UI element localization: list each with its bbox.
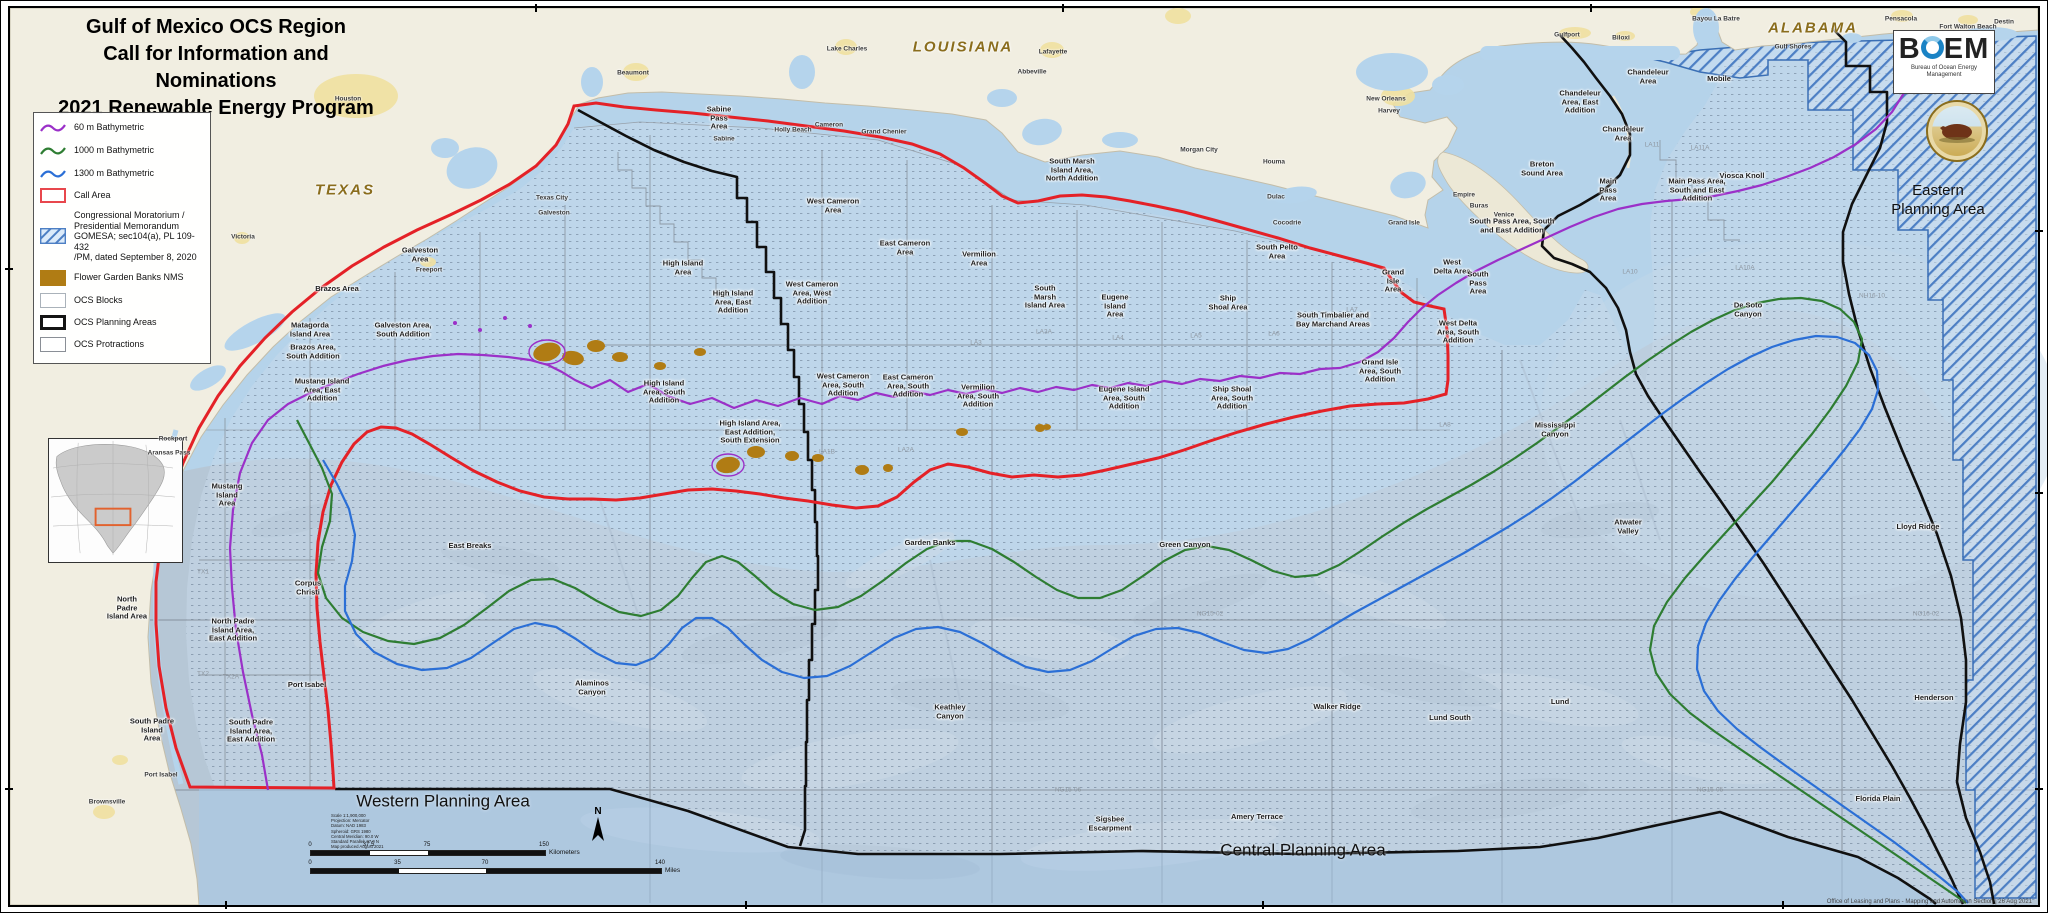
graticule-tick — [1590, 4, 1592, 12]
legend-label: OCS Protractions — [74, 338, 145, 349]
deepwater-plain — [199, 788, 1938, 905]
projection-note: Scale 1:1,900,000 — [331, 813, 366, 818]
bathymetric-1300m — [322, 334, 1969, 904]
scale-unit: Kilometers — [549, 849, 580, 856]
bathymetric-60m-specks — [453, 316, 532, 332]
legend-label: OCS Blocks — [74, 294, 123, 305]
legend-item: OCS Protractions — [40, 336, 204, 352]
legend-swatch-fill-icon — [40, 269, 66, 286]
scale-tick: 70 — [481, 860, 489, 866]
bays — [123, 8, 2018, 527]
title-line-1: Gulf of Mexico OCS Region — [85, 16, 346, 38]
legend-label: OCS Planning Areas — [74, 316, 157, 327]
legend-label: Call Area — [74, 190, 111, 201]
projection-note: Standard Parallel: 27.0 N — [331, 839, 380, 845]
legend-swatch-hatch-icon — [39, 228, 67, 245]
graticule-tick — [1782, 901, 1784, 909]
scale-bars: 0 37.5 75 150 Kilometers 0 35 70 140 Miles — [308, 838, 738, 882]
graticule-tick — [745, 901, 747, 909]
legend-swatch-box-icon — [40, 292, 66, 308]
legend: 60 m Bathymetric 1000 m Bathymetric 1300 m… — [33, 112, 211, 364]
title-line-2: Call for Information and Nominations — [103, 43, 329, 92]
boem-bureau-name: Bureau of Ocean Energy Management — [1910, 65, 1978, 78]
legend-label: Flower Garden Banks NMS — [74, 272, 184, 283]
north-label: N — [594, 806, 602, 817]
boem-o-icon — [1920, 36, 1944, 59]
legend-item: 1000 m Bathymetric — [40, 142, 204, 158]
call-area-boundary — [154, 101, 1450, 790]
scale-tick: 150 — [538, 842, 550, 848]
projection-note: Central Meridian: 90.0 W — [331, 833, 379, 839]
graticule-tick — [2035, 230, 2043, 232]
planning-area-boundaries — [335, 27, 1996, 905]
legend-swatch-line-icon — [40, 119, 66, 135]
legend-swatch-box-icon — [40, 336, 66, 352]
map-title: Gulf of Mexico OCS Region Call for Infor… — [40, 14, 392, 122]
mississippi-delta — [1437, 151, 1589, 274]
legend-item: OCS Planning Areas — [40, 314, 204, 330]
legend-item: Flower Garden Banks NMS — [40, 269, 204, 286]
legend-item: Congressional Moratorium / Presidential … — [39, 210, 204, 263]
north-arrow: N — [588, 806, 608, 848]
graticule-tick — [2035, 492, 2043, 494]
legend-label: 1000 m Bathymetric — [74, 144, 155, 155]
legend-label: 60 m Bathymetric — [74, 121, 145, 132]
legend-item: OCS Blocks — [40, 292, 204, 308]
scale-tick: 75 — [423, 842, 431, 848]
graticule-tick — [2035, 788, 2043, 790]
legend-swatch-box-icon — [40, 314, 66, 330]
map-projection-notes: Scale 1:1,900,000 Projection: Mercator Dat… — [331, 813, 441, 849]
bison-icon — [1942, 124, 1972, 140]
bathymetric-1000m — [296, 296, 1967, 904]
graticule-tick — [225, 901, 227, 909]
boem-logo: B EM Bureau of Ocean Energy Management — [1893, 30, 1995, 94]
graticule-tick — [5, 788, 13, 790]
scale-tick: 0 — [308, 842, 312, 848]
inset-extent-box — [94, 507, 132, 527]
legend-label: 1300 m Bathymetric — [74, 167, 155, 178]
projection-note: Projection: Mercator — [331, 818, 370, 824]
legend-swatch-box-icon — [40, 188, 66, 203]
bathymetric-60m — [228, 39, 1915, 791]
graticule-tick — [1062, 4, 1064, 12]
scale-tick: 37.5 — [362, 842, 375, 848]
projection-note: Map produced August 2021 — [331, 844, 384, 850]
locator-inset-map — [48, 438, 183, 563]
legend-item: Call Area — [40, 188, 204, 203]
flower-garden-banks — [533, 340, 1051, 475]
projection-note: Spheroid: GRS 1980 — [331, 828, 371, 834]
legend-swatch-line-icon — [40, 142, 66, 158]
credits: Office of Leasing and Plans - Mapping an… — [1826, 899, 2032, 905]
scale-bar — [310, 850, 546, 856]
graticule-tick — [5, 268, 13, 270]
legend-swatch-line-icon — [40, 165, 66, 181]
legend-label: Congressional Moratorium / Presidential … — [74, 210, 197, 262]
urban-areas — [93, 6, 1978, 819]
doi-seal — [1926, 100, 1988, 162]
legend-item: 1300 m Bathymetric — [40, 165, 204, 181]
scale-tick: 0 — [308, 860, 312, 866]
graticule-tick — [1262, 901, 1264, 909]
scale-bar — [310, 868, 662, 874]
nms-boundary-rings — [528, 339, 745, 477]
projection-note: Datum: NAD 1983 — [331, 823, 366, 829]
legend-item: 60 m Bathymetric — [40, 119, 204, 135]
boem-acronym: B EM — [1898, 33, 1990, 65]
deepwater-grid — [150, 200, 2038, 903]
graticule-tick — [535, 4, 537, 12]
north-arrow-icon — [592, 817, 604, 841]
scale-unit: Miles — [665, 867, 681, 874]
scale-tick: 140 — [654, 860, 666, 866]
scale-tick: 35 — [394, 860, 401, 866]
